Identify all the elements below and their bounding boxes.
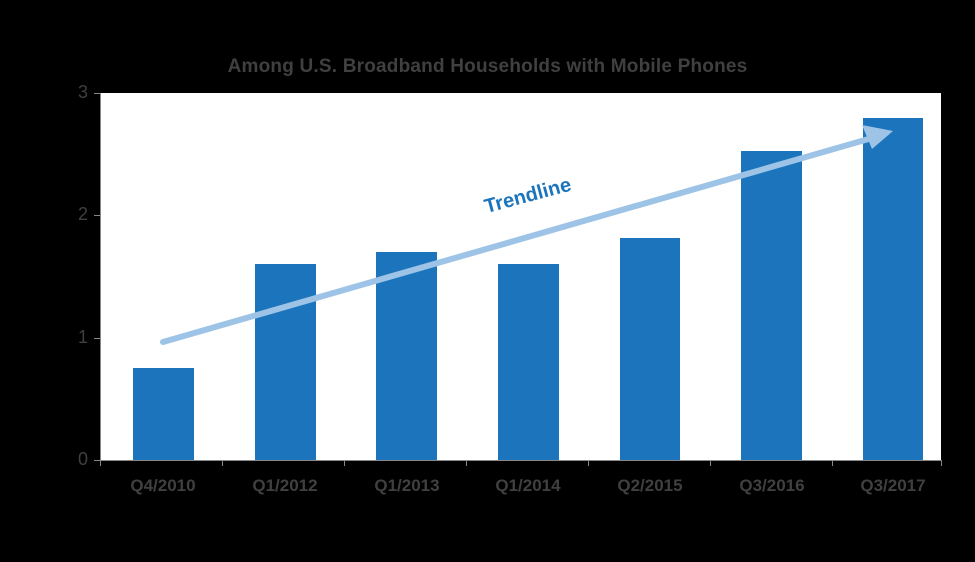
x-tick-label: Q1/2014 bbox=[495, 476, 561, 495]
y-tick bbox=[94, 215, 100, 216]
bar-q4-2010 bbox=[133, 368, 194, 460]
bar-q1-2012 bbox=[255, 264, 316, 460]
y-tick-label: 3 bbox=[77, 82, 88, 102]
chart-title: Among U.S. Broadband Households with Mob… bbox=[227, 56, 748, 77]
x-tick bbox=[588, 460, 589, 466]
y-tick-label: 2 bbox=[77, 204, 88, 224]
bar-q3-2016 bbox=[741, 151, 802, 460]
x-tick bbox=[941, 460, 942, 466]
y-tick-label: 1 bbox=[77, 327, 88, 347]
x-tick-label: Q1/2013 bbox=[374, 476, 440, 495]
x-tick bbox=[832, 460, 833, 466]
x-tick-label: Q4/2010 bbox=[130, 476, 196, 495]
x-tick bbox=[466, 460, 467, 466]
y-tick bbox=[94, 338, 100, 339]
y-tick bbox=[94, 460, 100, 461]
bar-q1-2013 bbox=[376, 252, 437, 460]
y-axis bbox=[100, 93, 101, 461]
x-tick bbox=[222, 460, 223, 466]
x-tick-label: Q2/2015 bbox=[617, 476, 683, 495]
bar-q3-2017 bbox=[863, 118, 923, 460]
x-tick bbox=[710, 460, 711, 466]
bar-q2-2015 bbox=[620, 238, 680, 460]
x-tick bbox=[344, 460, 345, 466]
x-tick-label: Q1/2012 bbox=[252, 476, 318, 495]
y-tick-label: 0 bbox=[77, 449, 88, 469]
x-axis bbox=[100, 460, 942, 461]
bar-q1-2014 bbox=[498, 264, 559, 460]
x-tick bbox=[100, 460, 101, 466]
x-tick-label: Q3/2017 bbox=[860, 476, 926, 495]
x-tick-label: Q3/2016 bbox=[739, 476, 805, 495]
y-tick bbox=[94, 93, 100, 94]
